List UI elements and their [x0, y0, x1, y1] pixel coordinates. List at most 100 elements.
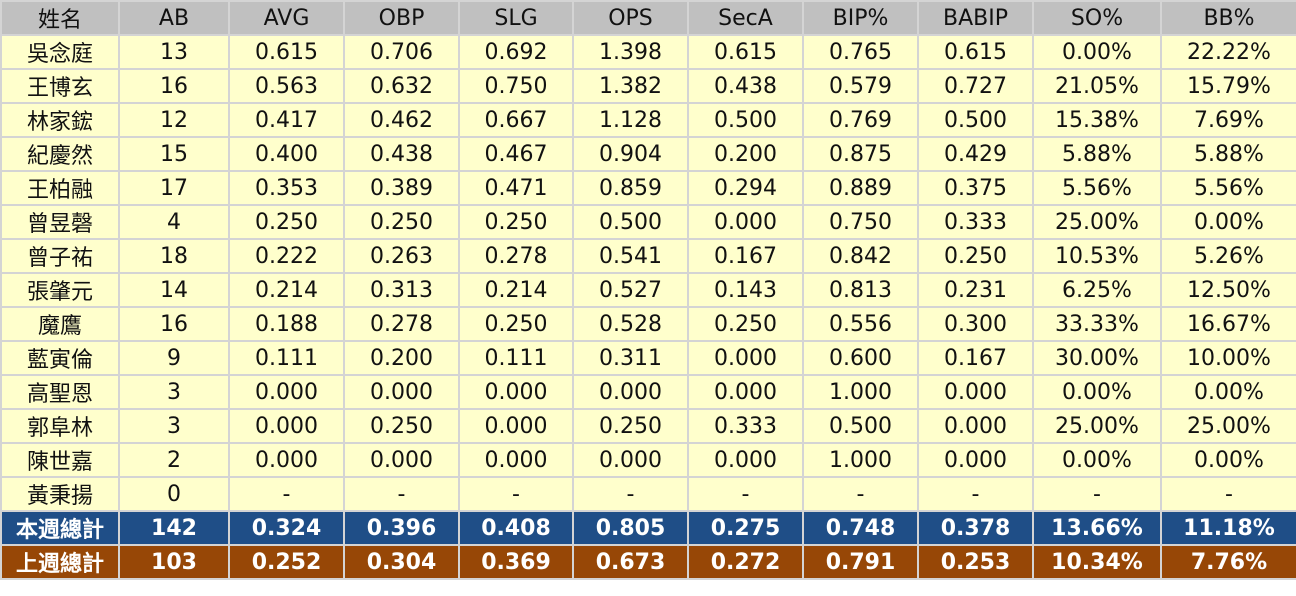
stat-cell: 0.500 — [917, 102, 1034, 138]
stat-cell: 13.66% — [1032, 510, 1162, 546]
stat-cell: 0.188 — [228, 306, 345, 342]
table-row: 林家鋐 12 0.417 0.462 0.667 1.128 0.500 0.769 0.500… — [0, 102, 1296, 138]
stat-cell: 0.00% — [1160, 374, 1296, 410]
stat-cell: 0.563 — [228, 68, 345, 104]
player-name-cell: 曾昱磬 — [0, 204, 120, 240]
stat-cell: 0.000 — [458, 408, 574, 444]
player-name-cell: 魔鷹 — [0, 306, 120, 342]
stat-cell: 0.278 — [458, 238, 574, 274]
stat-cell: 0.200 — [687, 136, 804, 172]
stat-cell: 0.615 — [687, 34, 804, 70]
stat-cell: 0.333 — [917, 204, 1034, 240]
table-row: 吳念庭 13 0.615 0.706 0.692 1.398 0.615 0.765 0.615… — [0, 34, 1296, 70]
stat-cell: 1.000 — [802, 374, 919, 410]
stat-cell: 0.167 — [917, 340, 1034, 376]
stat-cell: 25.00% — [1032, 204, 1162, 240]
stat-cell: 0.272 — [687, 544, 804, 580]
table-row: 郭阜林 3 0.000 0.250 0.000 0.250 0.333 0.500 0.000 2… — [0, 408, 1296, 444]
column-header: OPS — [572, 0, 689, 36]
stat-cell: 0.748 — [802, 510, 919, 546]
stat-cell: 0.632 — [343, 68, 460, 104]
stat-cell: 0.500 — [687, 102, 804, 138]
stat-cell: 0.000 — [343, 374, 460, 410]
column-header: BIP% — [802, 0, 919, 36]
stat-cell: 0.000 — [687, 204, 804, 240]
player-name-cell: 本週總計 — [0, 510, 120, 546]
stat-cell: - — [802, 476, 919, 512]
stat-cell: 0.00% — [1032, 374, 1162, 410]
stat-cell: 0.250 — [572, 408, 689, 444]
stat-cell: 0.214 — [228, 272, 345, 308]
stat-cell: 0.467 — [458, 136, 574, 172]
stat-cell: 1.382 — [572, 68, 689, 104]
column-header: SecA — [687, 0, 804, 36]
stat-cell: 11.18% — [1160, 510, 1296, 546]
stat-cell: 10.34% — [1032, 544, 1162, 580]
stat-cell: 0.904 — [572, 136, 689, 172]
stat-cell: - — [917, 476, 1034, 512]
stat-cell: 0.304 — [343, 544, 460, 580]
stat-cell: 0.000 — [687, 340, 804, 376]
stat-cell: 14 — [118, 272, 230, 308]
stat-cell: 0.250 — [343, 204, 460, 240]
stat-cell: 5.26% — [1160, 238, 1296, 274]
player-name-cell: 上週總計 — [0, 544, 120, 580]
stat-cell: 0.263 — [343, 238, 460, 274]
stat-cell: 0.000 — [228, 374, 345, 410]
stat-cell: 0.111 — [458, 340, 574, 376]
stat-cell: 3 — [118, 408, 230, 444]
stat-cell: 0.000 — [917, 408, 1034, 444]
stat-cell: 0.438 — [687, 68, 804, 104]
stat-cell: 16.67% — [1160, 306, 1296, 342]
stat-cell: 4 — [118, 204, 230, 240]
stat-cell: 0.300 — [917, 306, 1034, 342]
table-row: 曾昱磬 4 0.250 0.250 0.250 0.500 0.000 0.750 0.333 2… — [0, 204, 1296, 240]
stat-cell: 12 — [118, 102, 230, 138]
stat-cell: 0.805 — [572, 510, 689, 546]
column-header: AVG — [228, 0, 345, 36]
player-name-cell: 郭阜林 — [0, 408, 120, 444]
table-row: 藍寅倫 9 0.111 0.200 0.111 0.311 0.000 0.600 0.167 3… — [0, 340, 1296, 376]
stat-cell: 0.250 — [228, 204, 345, 240]
stat-cell: 15 — [118, 136, 230, 172]
stat-cell: 103 — [118, 544, 230, 580]
stat-cell: 0.692 — [458, 34, 574, 70]
stat-cell: 0.500 — [802, 408, 919, 444]
stat-cell: 0.311 — [572, 340, 689, 376]
stat-cell: 0.214 — [458, 272, 574, 308]
stat-cell: 0.842 — [802, 238, 919, 274]
stat-cell: 0.541 — [572, 238, 689, 274]
player-name-cell: 陳世嘉 — [0, 442, 120, 478]
stat-cell: 16 — [118, 68, 230, 104]
stat-cell: 0.875 — [802, 136, 919, 172]
this-week-total-row: 本週總計 142 0.324 0.396 0.408 0.805 0.275 0.748 0.3… — [0, 510, 1296, 546]
stat-cell: 16 — [118, 306, 230, 342]
stat-cell: - — [1160, 476, 1296, 512]
stat-cell: 0.438 — [343, 136, 460, 172]
stat-cell: - — [228, 476, 345, 512]
stat-cell: 2 — [118, 442, 230, 478]
stat-cell: 0.250 — [917, 238, 1034, 274]
column-header: SO% — [1032, 0, 1162, 36]
stat-cell: 0.727 — [917, 68, 1034, 104]
stat-cell: 0.000 — [228, 442, 345, 478]
stat-cell: 0.00% — [1032, 34, 1162, 70]
stat-cell: 0.615 — [228, 34, 345, 70]
stat-cell: 1.000 — [802, 442, 919, 478]
stat-cell: 0.250 — [687, 306, 804, 342]
stat-cell: 0.417 — [228, 102, 345, 138]
stat-cell: 0.000 — [343, 442, 460, 478]
stat-cell: 0.889 — [802, 170, 919, 206]
stat-cell: 0.253 — [917, 544, 1034, 580]
stat-cell: 0.527 — [572, 272, 689, 308]
table-row: 高聖恩 3 0.000 0.000 0.000 0.000 0.000 1.000 0.000 0… — [0, 374, 1296, 410]
stat-cell: 6.25% — [1032, 272, 1162, 308]
column-header: 姓名 — [0, 0, 120, 36]
stat-cell: 0.250 — [458, 204, 574, 240]
stat-cell: 0.378 — [917, 510, 1034, 546]
stat-cell: 0.750 — [458, 68, 574, 104]
stat-cell: 0.000 — [687, 374, 804, 410]
stat-cell: 0.813 — [802, 272, 919, 308]
stat-cell: 0.528 — [572, 306, 689, 342]
stat-cell: 0.706 — [343, 34, 460, 70]
